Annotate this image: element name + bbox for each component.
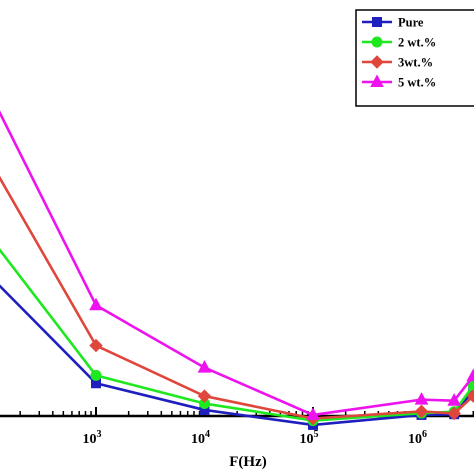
x-tick-label-base: 10 <box>83 432 97 447</box>
legend-swatch-marker <box>371 36 383 48</box>
x-tick-label-base: 10 <box>300 432 314 447</box>
legend-swatch-marker <box>372 17 382 27</box>
data-point <box>447 406 461 421</box>
legend-label: 5 wt.% <box>398 76 436 90</box>
data-point <box>414 392 429 405</box>
legend-swatch-marker <box>370 74 384 87</box>
x-tick-label-exponent: 3 <box>97 429 102 440</box>
series-4 <box>0 110 474 420</box>
x-tick-labels: 103 104 105 106 <box>83 429 428 447</box>
series-1 <box>0 284 474 430</box>
x-tick-label: 103 <box>83 429 102 447</box>
x-tick-label-base: 10 <box>191 432 205 447</box>
data-point <box>414 404 429 419</box>
series-2 <box>0 248 474 427</box>
legend-label: 3wt.% <box>398 56 433 70</box>
legend-swatch-marker <box>370 55 384 69</box>
data-point <box>466 389 474 403</box>
x-axis-title: F(Hz) <box>229 454 266 470</box>
legend-label: 2 wt.% <box>398 36 436 50</box>
legend-label: Pure <box>398 16 424 30</box>
data-point <box>89 297 103 311</box>
legend: Pure 2 wt.% 3wt.% 5 wt.% <box>355 9 474 107</box>
data-point <box>447 393 462 406</box>
data-point <box>90 369 102 381</box>
series-line <box>0 175 474 420</box>
x-tick-label-exponent: 6 <box>422 429 427 440</box>
x-tick-label-exponent: 4 <box>205 429 210 440</box>
x-tick-label: 104 <box>191 429 210 447</box>
x-tick-label-base: 10 <box>408 432 422 447</box>
x-tick-label: 106 <box>408 429 427 447</box>
data-point <box>466 368 474 382</box>
data-point <box>197 389 212 403</box>
series-layer <box>0 110 474 430</box>
data-point <box>197 360 212 373</box>
series-line <box>0 110 474 417</box>
data-point <box>89 338 103 353</box>
data-point <box>306 407 320 420</box>
x-tick-label: 105 <box>300 429 319 447</box>
x-tick-label-exponent: 5 <box>314 429 319 440</box>
series-line <box>0 248 474 422</box>
